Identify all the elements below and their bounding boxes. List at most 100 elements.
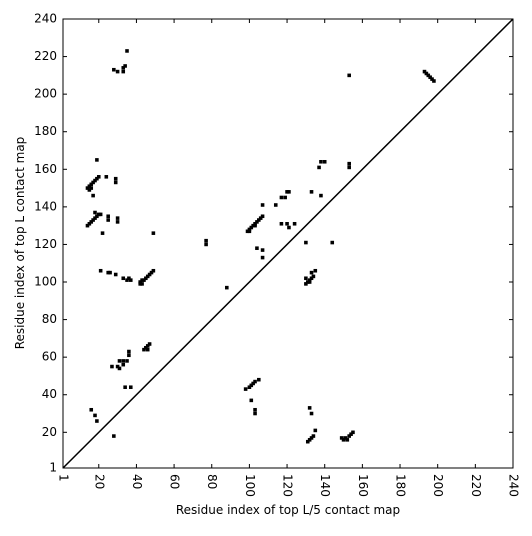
contact-point: [432, 79, 436, 83]
contact-point: [89, 220, 94, 224]
contact-point: [251, 223, 255, 228]
contact-point: [91, 193, 95, 198]
contact-point: [93, 178, 97, 183]
contact-point: [104, 175, 109, 179]
contact-point: [121, 359, 126, 363]
contact-point: [225, 285, 229, 290]
contact-point: [311, 274, 316, 279]
contact-point: [285, 190, 289, 194]
y-tick-label: 80: [42, 312, 57, 326]
contact-point: [115, 69, 120, 74]
contact-point: [91, 180, 95, 185]
contact-point: [106, 270, 110, 275]
contact-point: [309, 436, 314, 440]
y-tick-label: 60: [42, 350, 57, 364]
x-tick-label: 20: [92, 474, 106, 489]
contact-point: [121, 362, 126, 367]
contact-point: [91, 218, 95, 222]
contact-point: [307, 438, 312, 442]
contact-point: [112, 434, 116, 438]
x-tick-label: 220: [469, 474, 483, 497]
contact-point: [257, 218, 261, 222]
contact-point: [142, 278, 146, 282]
contact-point: [125, 278, 129, 282]
contact-point: [117, 366, 122, 371]
contact-point: [307, 406, 312, 410]
contact-point: [106, 214, 110, 219]
contact-point: [260, 248, 265, 252]
contact-point: [93, 210, 97, 215]
contact-point: [125, 359, 129, 363]
x-tick-label: 120: [281, 474, 295, 497]
contact-point: [317, 165, 321, 170]
contact-point: [151, 268, 156, 273]
contact-point: [127, 353, 131, 358]
contact-point: [140, 282, 144, 286]
contact-point: [285, 221, 289, 226]
contact-point: [260, 255, 265, 260]
contact-point: [127, 349, 131, 354]
contact-point: [149, 270, 154, 275]
contact-point: [140, 278, 144, 282]
contact-point: [87, 188, 92, 192]
contact-point: [95, 158, 99, 162]
contact-point: [347, 73, 351, 78]
contact-point: [138, 280, 142, 284]
contact-point: [106, 218, 110, 222]
y-tick-label: 20: [42, 425, 57, 439]
contact-point: [145, 347, 150, 352]
y-tick-label: 240: [34, 12, 57, 26]
contact-point: [121, 66, 126, 70]
contact-point: [258, 216, 263, 220]
contact-point: [305, 439, 310, 444]
contact-point: [144, 345, 148, 350]
contact-point: [87, 184, 92, 188]
contact-point: [95, 214, 99, 219]
contact-point: [343, 436, 348, 440]
contact-point: [113, 176, 118, 181]
contact-point: [115, 364, 120, 369]
contact-point: [351, 430, 355, 435]
y-tick-label: 160: [34, 162, 57, 176]
contact-point: [247, 385, 252, 390]
contact-point: [93, 216, 97, 220]
contact-point: [260, 203, 265, 207]
y-tick-label: 220: [34, 49, 57, 63]
contact-point: [273, 203, 278, 207]
contact-point: [287, 190, 291, 194]
x-tick-label: 100: [243, 474, 257, 497]
diagonal-line: [62, 18, 514, 469]
contact-point: [121, 276, 126, 281]
contact-point: [96, 175, 101, 179]
contact-point: [85, 223, 90, 228]
y-tick-label: 140: [34, 199, 57, 213]
contact-point: [123, 385, 127, 390]
x-tick-label: 40: [130, 474, 144, 489]
contact-point: [127, 276, 131, 281]
contact-point: [304, 276, 308, 281]
contact-point: [121, 69, 126, 74]
contact-point: [347, 165, 351, 170]
contact-point: [89, 182, 94, 187]
contact-point: [128, 278, 133, 282]
contact-point: [424, 71, 429, 76]
contact-point: [253, 223, 257, 228]
contact-point: [249, 398, 254, 403]
contact-point: [245, 229, 250, 234]
contact-point: [279, 195, 284, 200]
contact-point: [426, 73, 431, 78]
contact-point: [260, 214, 265, 219]
contact-point: [349, 432, 353, 436]
x-tick-label: 60: [168, 474, 182, 489]
contact-point: [115, 220, 120, 224]
contact-point: [115, 216, 120, 220]
x-tick-label: 240: [507, 474, 521, 497]
y-tick-label: 200: [34, 87, 57, 101]
y-tick-label: 120: [34, 237, 57, 251]
contact-point: [95, 419, 99, 423]
x-axis-label: Residue index of top L/5 contact map: [176, 503, 400, 517]
contact-point: [322, 159, 327, 164]
contact-point: [430, 77, 434, 81]
contact-point: [428, 75, 432, 80]
